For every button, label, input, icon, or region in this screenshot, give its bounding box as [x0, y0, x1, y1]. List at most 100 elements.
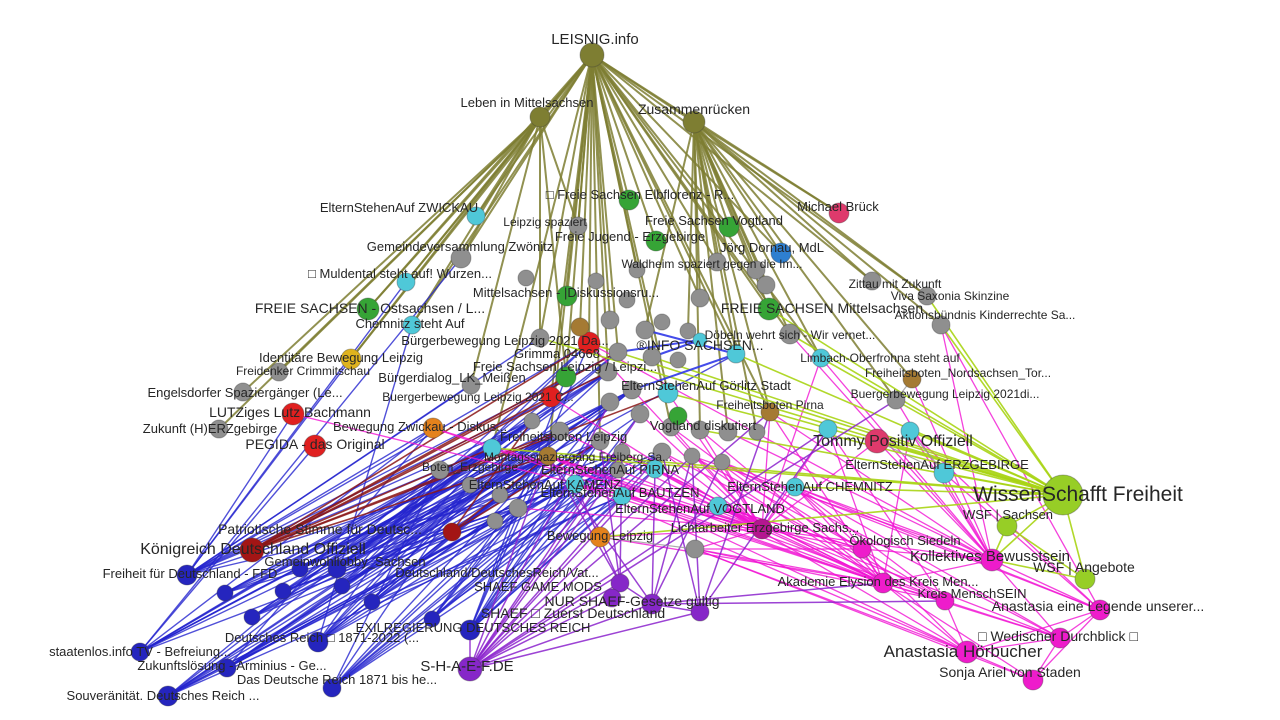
graph-node-ffd[interactable]: [176, 564, 198, 586]
graph-node-g8[interactable]: [600, 310, 620, 330]
graph-node-b5[interactable]: [363, 593, 381, 611]
graph-node-anastasia_hoer[interactable]: [955, 640, 979, 664]
graph-node-g9[interactable]: [635, 320, 655, 340]
graph-node-muldental[interactable]: [396, 272, 416, 292]
graph-node-g31[interactable]: [685, 539, 705, 559]
graph-node-montags[interactable]: [538, 446, 558, 466]
graph-node-oekologisch[interactable]: [852, 539, 872, 559]
graph-node-c1[interactable]: [818, 419, 838, 439]
graph-node-wsf_angebote[interactable]: [1074, 568, 1096, 590]
graph-node-g5[interactable]: [690, 288, 710, 308]
graph-node-shaef_de[interactable]: [457, 656, 483, 682]
graph-node-g25[interactable]: [590, 431, 610, 451]
graph-node-exil[interactable]: [459, 619, 481, 641]
graph-node-b2[interactable]: [216, 584, 234, 602]
graph-node-waldheim[interactable]: [707, 252, 727, 272]
graph-node-akademie[interactable]: [872, 572, 894, 594]
graph-node-info_sachsen[interactable]: [726, 344, 746, 364]
graph-node-sonja[interactable]: [1022, 669, 1044, 691]
graph-node-bb_leipzig_da[interactable]: [530, 328, 550, 348]
graph-node-zukunftsloesung[interactable]: [217, 658, 237, 678]
graph-node-c3[interactable]: [692, 332, 708, 348]
graph-node-fs_elbflorenz[interactable]: [618, 189, 640, 211]
graph-node-identitaere[interactable]: [340, 348, 362, 370]
graph-node-g30[interactable]: [609, 461, 627, 479]
graph-node-eltern_goerlitz[interactable]: [657, 382, 679, 404]
graph-node-fb_nordsachsen[interactable]: [902, 369, 922, 389]
graph-node-wedischer[interactable]: [1049, 627, 1071, 649]
graph-node-zusammen[interactable]: [682, 110, 706, 134]
graph-node-b1[interactable]: [291, 560, 309, 578]
graph-node-leben[interactable]: [529, 106, 551, 128]
graph-node-g21[interactable]: [718, 422, 738, 442]
graph-node-zittau[interactable]: [862, 271, 882, 291]
graph-node-leipzig_spaziert[interactable]: [568, 216, 588, 236]
graph-node-lutziges[interactable]: [281, 402, 305, 426]
graph-node-g27[interactable]: [652, 442, 672, 462]
graph-node-g36[interactable]: [491, 486, 509, 504]
graph-node-b7[interactable]: [423, 610, 441, 628]
graph-node-wsf_sachsen[interactable]: [996, 515, 1018, 537]
graph-node-dr_1871_2022[interactable]: [307, 631, 329, 653]
graph-node-joerg[interactable]: [770, 242, 792, 264]
graph-node-lichtarbeiter[interactable]: [751, 518, 773, 540]
graph-node-g13[interactable]: [642, 347, 662, 367]
graph-node-fb_leipzig[interactable]: [482, 438, 502, 458]
graph-node-kollektives[interactable]: [980, 548, 1004, 572]
graph-node-gemeinde_zw[interactable]: [450, 247, 472, 269]
graph-node-g35[interactable]: [461, 476, 479, 494]
graph-node-g34[interactable]: [430, 460, 450, 480]
graph-node-fs_leipzig[interactable]: [555, 366, 577, 388]
graph-node-doebeln[interactable]: [779, 323, 801, 345]
graph-node-freie_jugend[interactable]: [645, 230, 667, 252]
graph-node-fs_vogtland[interactable]: [718, 216, 740, 238]
graph-node-eltern_bautzen[interactable]: [612, 486, 632, 506]
graph-node-michael[interactable]: [828, 202, 850, 224]
graph-node-grimma[interactable]: [577, 331, 601, 355]
graph-node-engelsdorfer[interactable]: [233, 382, 253, 402]
graph-node-freidenker[interactable]: [269, 362, 289, 382]
graph-node-g33[interactable]: [486, 512, 504, 530]
graph-node-eltern_vogtland[interactable]: [708, 496, 728, 516]
graph-node-eltern_kamenz[interactable]: [565, 474, 585, 494]
graph-node-chemnitz[interactable]: [402, 315, 422, 335]
graph-node-g26[interactable]: [613, 443, 631, 461]
graph-node-mittelsachsen_disk[interactable]: [556, 285, 578, 307]
graph-node-eltern_chemnitz[interactable]: [785, 477, 805, 497]
graph-node-g20[interactable]: [690, 420, 710, 440]
graph-node-patriotische[interactable]: [442, 522, 462, 542]
graph-node-souveraenitaet[interactable]: [157, 685, 179, 707]
graph-node-g22[interactable]: [748, 423, 766, 441]
graph-node-g11[interactable]: [679, 322, 697, 340]
graph-node-koenigreich[interactable]: [239, 537, 265, 563]
graph-node-g28[interactable]: [683, 447, 701, 465]
graph-node-gr1[interactable]: [668, 406, 688, 426]
graph-node-eltern_zwickau[interactable]: [466, 206, 486, 226]
graph-node-g19[interactable]: [630, 404, 650, 424]
graph-node-bb_2021c[interactable]: [540, 386, 562, 408]
graph-node-g3[interactable]: [746, 260, 766, 280]
graph-node-das_dr_1871[interactable]: [322, 678, 342, 698]
graph-node-g16[interactable]: [598, 362, 618, 382]
graph-node-eltern_pirna[interactable]: [645, 459, 665, 479]
graph-node-g4[interactable]: [756, 275, 776, 295]
graph-node-fs_ostsachsen[interactable]: [356, 297, 380, 321]
graph-node-g14[interactable]: [669, 351, 687, 369]
graph-node-g10[interactable]: [653, 313, 671, 331]
graph-node-g1[interactable]: [517, 269, 535, 287]
graph-node-wissenschafft[interactable]: [1042, 474, 1084, 516]
graph-node-staatenlos[interactable]: [130, 642, 150, 662]
graph-node-bewegung_zwickau[interactable]: [422, 417, 444, 439]
graph-node-dd_reich_vat[interactable]: [610, 573, 630, 593]
graph-node-g2[interactable]: [628, 261, 646, 279]
graph-node-pegida[interactable]: [303, 434, 327, 458]
graph-node-bewegung_leipzig[interactable]: [589, 526, 611, 548]
graph-node-g24[interactable]: [550, 421, 570, 441]
graph-node-leisnig[interactable]: [579, 42, 605, 68]
graph-node-viva[interactable]: [917, 286, 937, 306]
graph-node-g32[interactable]: [508, 498, 528, 518]
graph-node-kreis_mensch[interactable]: [935, 591, 955, 611]
graph-node-tommy[interactable]: [864, 428, 890, 454]
graph-node-zukunft_herz[interactable]: [209, 419, 229, 439]
graph-node-g23[interactable]: [523, 412, 541, 430]
